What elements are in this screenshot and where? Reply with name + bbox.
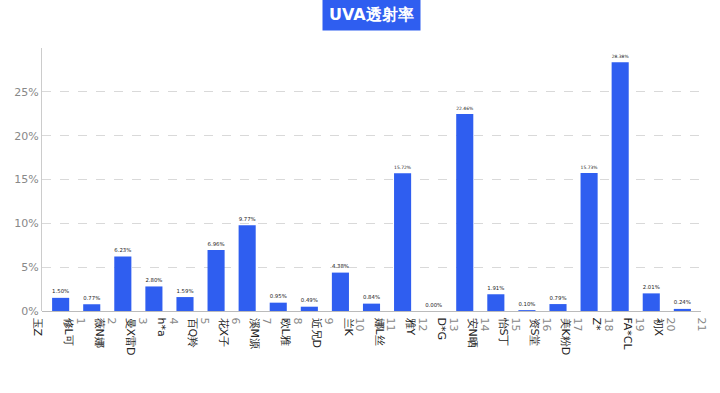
svg-text:0.10%: 0.10% [518, 301, 535, 307]
svg-text:9欧L雅: 9欧L雅 [279, 318, 335, 346]
svg-text:1玉Z: 1玉Z [31, 318, 87, 337]
svg-text:2修L可: 2修L可 [62, 318, 118, 346]
svg-text:0.95%: 0.95% [270, 293, 287, 299]
svg-text:6.23%: 6.23% [114, 247, 131, 253]
svg-text:2.01%: 2.01% [643, 284, 660, 290]
svg-text:UVA透射率: UVA透射率 [329, 5, 414, 24]
svg-text:4.38%: 4.38% [332, 263, 349, 269]
svg-text:0.84%: 0.84% [363, 294, 380, 300]
svg-text:15%: 15% [14, 173, 38, 186]
svg-text:19Z*: 19Z* [590, 318, 646, 332]
svg-text:16怡S丁: 16怡S丁 [497, 317, 553, 347]
svg-text:0.77%: 0.77% [83, 295, 100, 301]
svg-text:0.49%: 0.49% [301, 297, 318, 303]
svg-text:20%: 20% [14, 130, 38, 143]
svg-text:1.59%: 1.59% [176, 288, 193, 294]
svg-text:15.73%: 15.73% [581, 165, 598, 170]
svg-text:25%: 25% [14, 86, 38, 99]
svg-text:0.00%: 0.00% [425, 302, 442, 308]
svg-text:1.91%: 1.91% [487, 285, 504, 291]
svg-text:12娜L丝: 12娜L丝 [373, 318, 429, 346]
svg-text:21初X: 21初X [652, 318, 708, 337]
svg-text:20FA*CL: 20FA*CL [621, 318, 677, 351]
svg-text:18美K粉D: 18美K粉D [559, 318, 615, 356]
svg-text:1.50%: 1.50% [52, 288, 69, 294]
svg-text:8溪M源: 8溪M源 [248, 318, 304, 350]
svg-text:28.38%: 28.38% [612, 54, 629, 59]
svg-text:0.24%: 0.24% [674, 299, 691, 305]
svg-text:0%: 0% [21, 305, 38, 318]
svg-text:10%: 10% [14, 217, 38, 230]
svg-text:6.96%: 6.96% [208, 241, 225, 247]
svg-text:7花X子: 7花X子 [217, 318, 273, 348]
svg-text:22.46%: 22.46% [456, 106, 473, 111]
svg-text:5%: 5% [21, 261, 38, 274]
svg-text:3薇N娜: 3薇N娜 [93, 318, 149, 348]
svg-text:6百Q羚: 6百Q羚 [186, 318, 242, 349]
svg-text:9.77%: 9.77% [239, 216, 256, 222]
svg-text:0.79%: 0.79% [549, 295, 566, 301]
svg-text:13雅Y: 13雅Y [404, 318, 460, 336]
svg-text:2.80%: 2.80% [145, 277, 162, 283]
svg-text:5h*a: 5h*a [155, 318, 211, 337]
svg-text:4曼X雷D: 4曼X雷D [124, 318, 180, 356]
svg-text:15安N晒: 15安N晒 [466, 318, 522, 348]
svg-text:14D*G: 14D*G [435, 318, 491, 341]
svg-text:11兰K: 11兰K [342, 318, 398, 337]
svg-text:10近兄D: 10近兄D [310, 318, 366, 348]
svg-text:15.72%: 15.72% [394, 165, 411, 170]
svg-text:17资S堂: 17资S堂 [528, 318, 584, 347]
